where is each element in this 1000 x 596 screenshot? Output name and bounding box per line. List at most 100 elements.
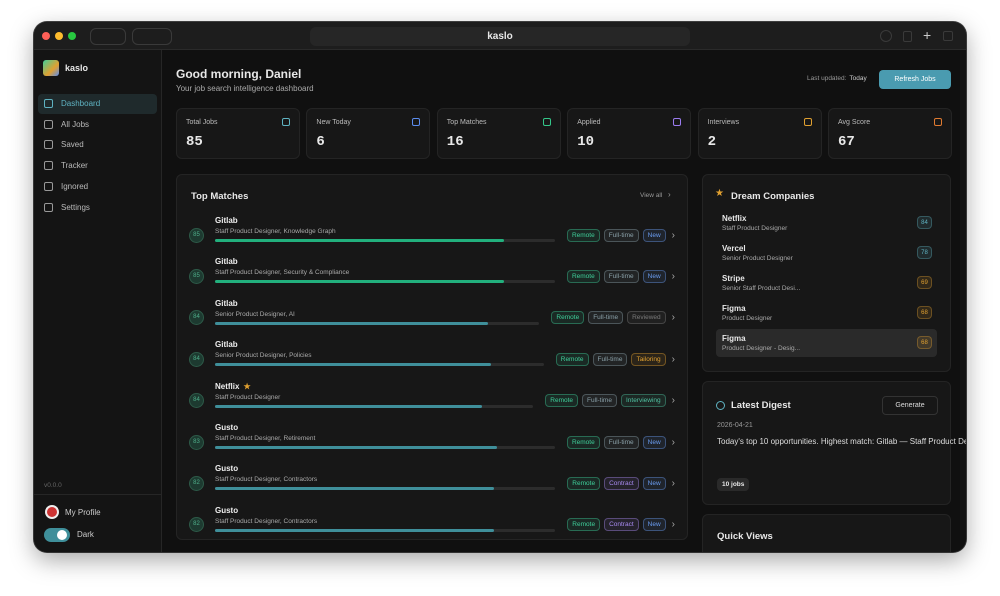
stat-card: Applied 10 [567,108,692,159]
dream-item[interactable]: Netflix Staff Product Designer 84 [716,209,937,237]
stat-card: Top Matches 16 [436,108,561,159]
match-company: Gitlab [215,216,238,225]
match-row[interactable]: 82 Gusto Staff Product Designer, Contracto… [177,463,687,503]
nav-item[interactable]: Tracker [38,156,157,176]
match-company: Gitlab [215,340,238,349]
company-name: Stripe [722,274,745,283]
panel-title: Latest Digest [731,400,791,411]
url-text: kaslo [487,31,513,42]
zoom-button[interactable] [68,32,76,40]
match-company: Netflix ★ [215,382,251,391]
company-score: 84 [917,216,932,229]
match-row[interactable]: 83 Gusto Staff Product Designer, Retiremen… [177,422,687,462]
nav-item[interactable]: Dashboard [38,94,157,114]
match-role: Senior Product Designer, AI [215,310,295,318]
nav-label: All Jobs [61,119,90,129]
stat-card: Interviews 2 [697,108,822,159]
profile-link[interactable]: My Profile [65,508,101,517]
digest-text: Today's top 10 opportunities. Highest ma… [717,437,966,446]
dream-item[interactable]: Stripe Senior Staff Product Desi... 69 [716,269,937,297]
company-name: Gusto [215,464,239,474]
greeting: Good morning, Daniel [176,67,302,81]
nav-label: Ignored [61,181,89,191]
match-tags: Remote Full-time New [563,228,666,242]
new-tab-icon[interactable]: + [923,27,932,43]
theme-toggle[interactable] [44,528,70,542]
match-row[interactable]: 84 Netflix ★ Staff Product Designer Remote Fu… [177,381,687,421]
tag: Remote [566,269,600,283]
panel-title: Dream Companies [731,191,815,202]
score-bar [215,487,495,491]
generate-button[interactable]: Generate [882,396,938,415]
nav-item[interactable]: All Jobs [38,115,157,135]
sidebar-toggle[interactable] [90,28,126,45]
match-info: Gusto Staff Product Designer, Contractors [215,505,563,545]
match-row[interactable]: 84 Gitlab Senior Product Designer, AI Remot… [177,298,687,338]
nav-arrows[interactable] [132,28,172,45]
downloads-icon[interactable] [880,30,892,42]
stat-icon [542,118,551,126]
stat-value: 10 [577,134,594,150]
stat-icon [673,118,682,126]
match-row[interactable]: 82 Gusto Staff Product Designer, Contracto… [177,505,687,545]
score-track [215,321,540,325]
company-score: 69 [917,276,932,289]
tag: Full-time [603,228,639,242]
dream-item[interactable]: Vercel Senior Product Designer 78 [716,239,937,267]
tag: New [642,269,666,283]
view-all-link[interactable]: View all [640,192,663,199]
match-tags: Remote Full-time Tailoring [552,352,666,366]
tag: Full-time [592,352,628,366]
chevron: › [668,190,671,199]
avatar[interactable] [45,505,59,519]
quick-views-panel: Quick Views [702,514,951,552]
score-track [215,363,544,367]
company-score: 68 [917,306,932,319]
nav-item[interactable]: Settings [38,198,157,218]
score-track [215,446,555,449]
panel-title: Top Matches [191,191,249,202]
nav-icon [44,181,53,191]
nav-item[interactable]: Ignored [38,177,157,197]
stat-label: New Today [316,119,351,126]
last-updated-label: Last updated: [807,75,847,82]
tag: Remote [567,476,601,490]
match-tags: Remote Full-time Interviewing [541,394,666,408]
tag: Full-time [603,269,639,283]
stat-label: Applied [577,119,601,126]
score-bar [215,528,495,532]
tag: Full-time [582,394,617,408]
nav-item[interactable]: Saved [38,135,157,155]
score-bar [215,321,488,325]
address-bar[interactable]: kaslo [310,27,690,46]
score-bar [215,239,504,242]
company-name: Gitlab [215,257,238,267]
row-chevron: › [671,353,675,365]
close-button[interactable] [42,32,50,40]
company-name: Gitlab [215,216,238,225]
match-row[interactable]: 84 Gitlab Senior Product Designer, Policie… [177,339,687,379]
match-row[interactable]: 85 Gitlab Staff Product Designer, Security… [177,256,687,296]
refresh-button[interactable]: Refresh Jobs [879,70,951,89]
row-chevron: › [671,229,675,241]
nav-icon [44,99,53,108]
dream-item[interactable]: Figma Product Designer - Desig... 68 [716,329,937,357]
toggle-knob [57,530,67,540]
company-name: Gitlab [215,340,238,350]
match-row[interactable]: 85 Gitlab Staff Product Designer, Knowledg… [177,215,687,255]
tabs-icon[interactable] [943,31,953,41]
nav-label: Settings [61,202,90,212]
tag: New [642,518,666,532]
score-track [215,239,555,242]
match-info: Gusto Staff Product Designer, Retirement [215,422,563,462]
nav-icon [44,140,53,150]
tag: Reviewed [627,311,666,325]
match-company: Gusto [215,506,238,515]
company-name: Netflix [722,214,747,223]
share-icon[interactable] [903,31,912,42]
version: v0.0.0 [44,482,62,489]
divider [34,494,162,495]
minimize-button[interactable] [55,32,63,40]
tag: Remote [551,311,585,325]
dream-item[interactable]: Figma Product Designer 68 [716,299,937,327]
